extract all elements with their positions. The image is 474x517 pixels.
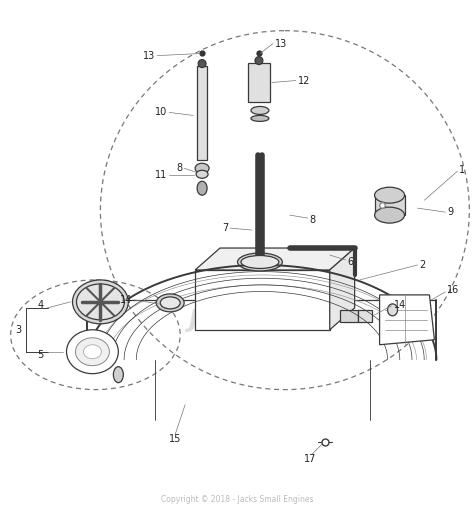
Ellipse shape: [241, 255, 279, 268]
Polygon shape: [380, 295, 434, 345]
Text: 10: 10: [155, 108, 167, 117]
Ellipse shape: [374, 187, 404, 203]
Text: 6: 6: [347, 257, 354, 267]
Bar: [374, 195, 404, 215]
Text: 14: 14: [120, 295, 132, 305]
Text: 1: 1: [459, 165, 465, 175]
Ellipse shape: [388, 304, 398, 316]
Ellipse shape: [198, 59, 206, 68]
Text: 13: 13: [275, 39, 287, 49]
Text: Jacks®: Jacks®: [188, 308, 286, 332]
Ellipse shape: [113, 367, 123, 383]
Ellipse shape: [156, 294, 184, 312]
Polygon shape: [195, 248, 355, 270]
Ellipse shape: [160, 297, 180, 309]
Ellipse shape: [196, 170, 208, 178]
Text: 8: 8: [176, 163, 182, 173]
Text: 8: 8: [310, 215, 316, 225]
Ellipse shape: [75, 338, 109, 366]
Ellipse shape: [66, 330, 118, 374]
Text: 5: 5: [37, 349, 44, 360]
Text: Copyright © 2018 - Jacks Small Engines: Copyright © 2018 - Jacks Small Engines: [161, 495, 313, 504]
Bar: [340, 310, 358, 322]
Polygon shape: [330, 248, 355, 330]
Bar: [248, 63, 270, 102]
Text: 4: 4: [37, 300, 44, 310]
Ellipse shape: [197, 181, 207, 195]
Polygon shape: [195, 270, 330, 330]
Bar: [358, 310, 372, 322]
Text: 2: 2: [419, 260, 426, 270]
Text: 13: 13: [143, 51, 155, 60]
Ellipse shape: [251, 107, 269, 114]
Ellipse shape: [73, 280, 128, 324]
Text: 12: 12: [298, 75, 310, 85]
Ellipse shape: [255, 56, 263, 65]
Ellipse shape: [251, 115, 269, 121]
Text: 11: 11: [155, 170, 167, 180]
Text: 15: 15: [169, 434, 182, 445]
Ellipse shape: [83, 345, 101, 359]
Ellipse shape: [374, 207, 404, 223]
Text: 7: 7: [222, 223, 228, 233]
Ellipse shape: [195, 163, 209, 173]
Ellipse shape: [76, 284, 124, 320]
Text: 9: 9: [447, 207, 454, 217]
Ellipse shape: [237, 253, 283, 271]
Text: 16: 16: [447, 285, 460, 295]
Text: 14: 14: [393, 300, 406, 310]
Text: 3: 3: [16, 325, 22, 335]
Bar: [197, 66, 207, 160]
Text: 17: 17: [304, 454, 316, 464]
